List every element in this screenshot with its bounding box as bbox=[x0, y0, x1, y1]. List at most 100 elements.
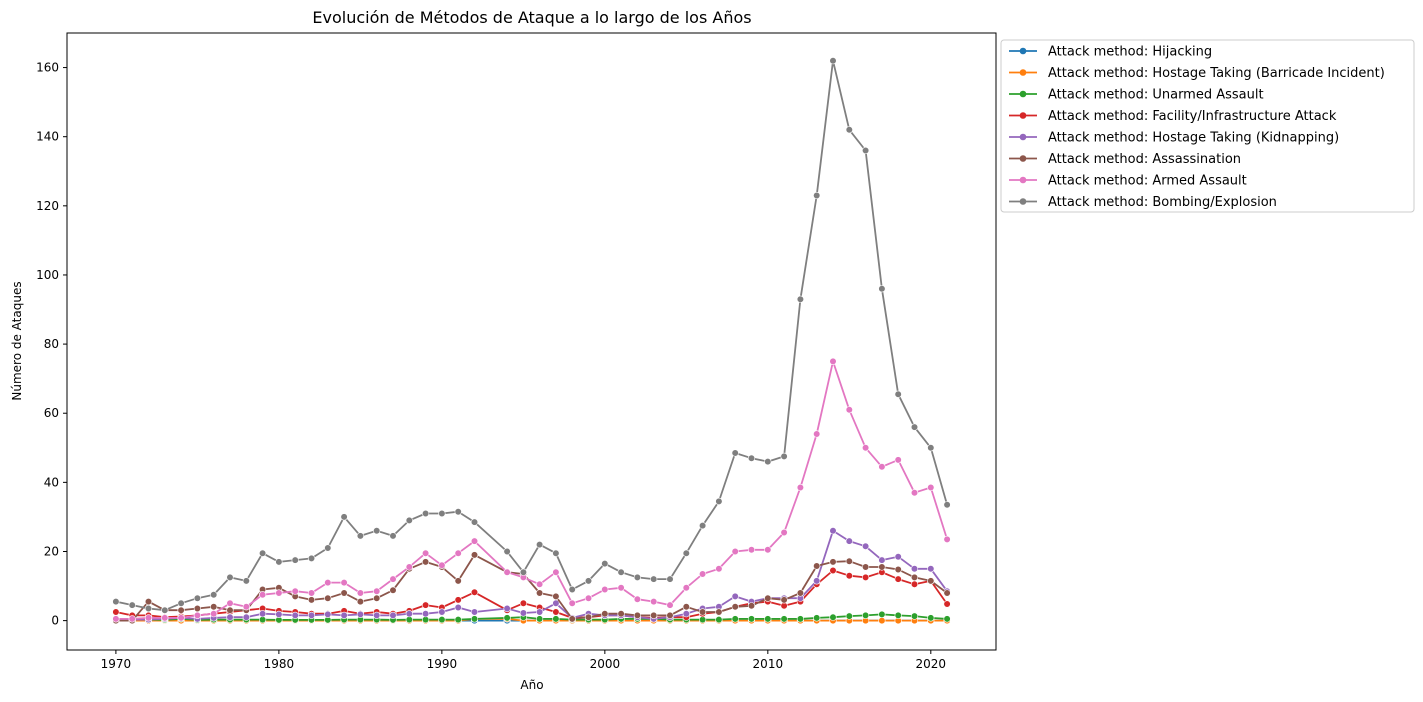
plot-area-frame bbox=[66, 32, 997, 651]
y-tick-label: 140 bbox=[36, 130, 59, 144]
data-point bbox=[438, 561, 446, 569]
data-point bbox=[617, 568, 625, 576]
data-point bbox=[568, 615, 576, 623]
data-point bbox=[552, 608, 560, 616]
legend-item: Attack method: Unarmed Assault bbox=[1009, 88, 1264, 103]
data-point bbox=[894, 565, 902, 574]
data-point bbox=[780, 596, 788, 604]
data-point bbox=[910, 573, 919, 582]
data-point bbox=[112, 597, 120, 606]
data-point bbox=[470, 615, 479, 623]
data-point bbox=[715, 565, 723, 573]
data-point bbox=[894, 456, 902, 464]
data-point bbox=[535, 589, 544, 597]
data-point bbox=[275, 610, 283, 619]
x-tick-label: 2000 bbox=[590, 657, 621, 671]
series-group bbox=[112, 57, 951, 625]
data-point bbox=[161, 606, 169, 614]
data-point bbox=[601, 585, 609, 594]
legend-label: Attack method: Assassination bbox=[1048, 152, 1241, 167]
data-point bbox=[894, 390, 902, 398]
data-point bbox=[878, 610, 886, 619]
data-point bbox=[210, 603, 218, 611]
data-point bbox=[829, 357, 837, 366]
data-point bbox=[796, 589, 805, 597]
data-point bbox=[503, 604, 511, 613]
data-point bbox=[650, 611, 658, 620]
legend-item: Attack method: Bombing/Explosion bbox=[1009, 195, 1277, 210]
data-point bbox=[226, 613, 234, 621]
data-point bbox=[161, 614, 169, 622]
data-point bbox=[177, 606, 185, 614]
data-point bbox=[601, 559, 609, 568]
x-tick-label: 1980 bbox=[264, 657, 295, 671]
data-point bbox=[845, 572, 853, 580]
data-point bbox=[861, 611, 870, 620]
data-point bbox=[943, 501, 951, 509]
data-point bbox=[307, 589, 316, 597]
data-point bbox=[503, 568, 511, 576]
data-point bbox=[698, 608, 707, 616]
legend-item: Attack method: Armed Assault bbox=[1009, 174, 1247, 189]
data-point bbox=[259, 591, 267, 599]
data-point bbox=[519, 609, 528, 617]
x-tick-label: 1970 bbox=[101, 657, 132, 671]
x-tick-label: 2020 bbox=[916, 657, 947, 671]
legend-swatch-marker bbox=[1019, 90, 1027, 98]
data-point bbox=[943, 535, 951, 544]
data-point bbox=[535, 540, 544, 549]
data-point bbox=[927, 565, 935, 573]
legend-box bbox=[1000, 39, 1415, 213]
data-point bbox=[878, 285, 886, 293]
data-point bbox=[405, 610, 413, 618]
data-point bbox=[242, 603, 250, 611]
data-point bbox=[894, 575, 902, 583]
data-point bbox=[454, 596, 462, 604]
data-point bbox=[568, 585, 576, 594]
data-point bbox=[813, 191, 821, 200]
data-point bbox=[193, 611, 201, 620]
data-point bbox=[845, 126, 853, 134]
legend-swatch-marker bbox=[1019, 198, 1027, 205]
data-point bbox=[878, 556, 886, 564]
data-point bbox=[438, 615, 446, 624]
data-point bbox=[552, 568, 560, 576]
data-point bbox=[943, 589, 951, 597]
legend-swatch-marker bbox=[1019, 133, 1027, 141]
data-point bbox=[650, 597, 658, 606]
data-point bbox=[796, 483, 805, 492]
data-point bbox=[861, 444, 870, 452]
data-point bbox=[731, 603, 739, 611]
data-point bbox=[128, 601, 136, 609]
y-tick-label: 80 bbox=[44, 337, 59, 351]
data-point bbox=[275, 589, 283, 597]
data-point bbox=[927, 614, 935, 622]
data-point bbox=[747, 546, 756, 554]
data-point bbox=[943, 615, 951, 623]
y-tick-label: 40 bbox=[44, 475, 59, 489]
data-point bbox=[584, 577, 593, 585]
data-point bbox=[813, 430, 821, 438]
data-point bbox=[454, 615, 462, 624]
data-point bbox=[128, 615, 136, 623]
legend-swatch-marker bbox=[1019, 112, 1027, 119]
data-point bbox=[682, 603, 690, 611]
data-point bbox=[878, 563, 886, 571]
data-point bbox=[927, 444, 935, 452]
data-point bbox=[470, 518, 479, 526]
data-point bbox=[112, 615, 120, 623]
legend-swatch-marker bbox=[1019, 155, 1027, 162]
data-point bbox=[340, 611, 348, 620]
data-point bbox=[845, 406, 853, 414]
data-point bbox=[731, 592, 739, 601]
data-point bbox=[470, 537, 479, 545]
data-point bbox=[503, 614, 511, 622]
data-point bbox=[861, 563, 870, 571]
data-point bbox=[666, 575, 674, 583]
data-point bbox=[503, 547, 511, 556]
data-point bbox=[633, 595, 642, 603]
data-point bbox=[210, 591, 218, 599]
legend-label: Attack method: Bombing/Explosion bbox=[1048, 195, 1277, 210]
x-tick-label: 1990 bbox=[427, 657, 458, 671]
